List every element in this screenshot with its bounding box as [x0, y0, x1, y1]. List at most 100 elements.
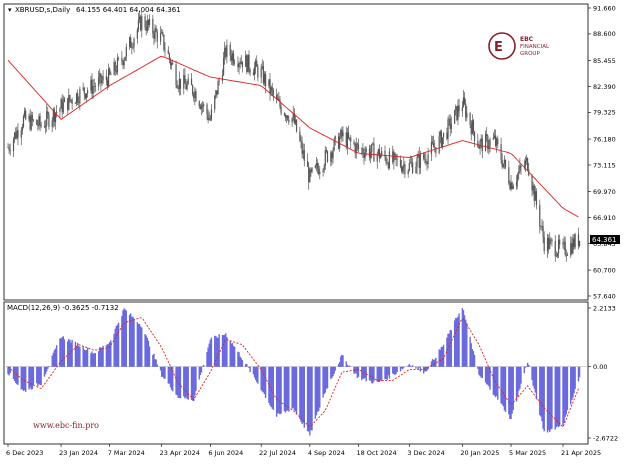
macd-histogram-bar	[574, 366, 576, 389]
macd-histogram-bar	[357, 366, 360, 377]
price-candle-body	[25, 110, 27, 120]
macd-histogram-bar	[202, 364, 205, 367]
macd-histogram-bar	[124, 309, 126, 367]
price-candle-body	[277, 97, 279, 101]
price-candle-body	[17, 130, 19, 138]
macd-histogram-bar	[177, 366, 179, 398]
price-candle-body	[551, 239, 553, 242]
macd-histogram-bar	[121, 316, 123, 367]
price-candle-body	[284, 115, 287, 118]
price-candle-body	[40, 125, 42, 127]
macd-histogram-bar	[94, 353, 97, 367]
price-candle-body	[270, 87, 272, 94]
macd-histogram-bar	[520, 366, 522, 384]
macd-histogram-bar	[156, 364, 158, 367]
macd-histogram-bar	[106, 344, 109, 367]
price-candle-body	[434, 147, 436, 148]
macd-histogram-bar	[477, 366, 479, 369]
last-price-label: 64.361	[592, 236, 617, 244]
price-candle-body	[400, 166, 403, 172]
macd-histogram-bar	[324, 366, 326, 393]
macd-histogram-bar	[566, 366, 569, 411]
price-candle-body	[433, 143, 435, 148]
price-candle-body	[252, 72, 255, 76]
price-candle-body	[178, 78, 180, 89]
price-candle-body	[194, 91, 196, 99]
price-candle-body	[438, 136, 440, 153]
macd-histogram-bar	[16, 366, 18, 385]
price-candle-body	[566, 254, 569, 256]
price-candle-body	[502, 163, 504, 168]
macd-histogram-bar	[558, 366, 561, 426]
macd-histogram-bar	[487, 366, 489, 385]
macd-histogram-bar	[101, 347, 103, 367]
price-candle-body	[269, 79, 271, 94]
price-candle-body	[377, 149, 379, 154]
price-candle-body	[316, 163, 319, 169]
price-candle-body	[323, 166, 325, 170]
price-candle-body	[48, 114, 50, 127]
macd-histogram-bar	[284, 366, 287, 413]
price-candle-body	[15, 132, 17, 139]
macd-histogram-bar	[283, 366, 286, 412]
macd-histogram-bar	[504, 366, 507, 412]
price-candle-body	[465, 103, 467, 118]
macd-histogram-bar	[47, 366, 49, 369]
macd-histogram-bar	[169, 366, 172, 388]
macd-histogram-bar	[218, 334, 220, 367]
macd-histogram-bar	[528, 364, 530, 367]
macd-histogram-bar	[39, 366, 41, 385]
price-candle-body	[517, 174, 519, 182]
price-candle-body	[121, 57, 123, 61]
price-candle-body	[342, 132, 344, 137]
price-candle-body	[245, 55, 247, 67]
price-candle-body	[477, 140, 479, 147]
macd-histogram-bar	[535, 366, 538, 400]
price-axis-label: 85.455	[593, 57, 616, 65]
macd-histogram-bar	[264, 366, 267, 399]
macd-histogram-bar	[122, 310, 124, 367]
macd-histogram-bar	[362, 366, 364, 379]
price-candle-body	[190, 78, 193, 86]
price-candle-body	[510, 182, 512, 190]
macd-histogram-bar	[469, 336, 471, 367]
macd-histogram-bar	[252, 366, 255, 375]
macd-histogram-bar	[200, 366, 203, 373]
price-candle-body	[74, 103, 77, 104]
price-candle-body	[140, 16, 142, 31]
ebc-logo: E EBC FINANCIAL GROUP	[488, 32, 550, 60]
price-candle-body	[424, 158, 426, 160]
price-candle-body	[430, 141, 433, 155]
price-candle-body	[79, 88, 81, 104]
macd-histogram-bar	[269, 366, 271, 406]
price-candle-body	[373, 143, 375, 162]
price-candle-body	[458, 105, 460, 112]
price-candle-body	[276, 94, 278, 98]
date-axis-label: 5 Mar 2025	[509, 449, 546, 457]
macd-histogram-bar	[447, 333, 449, 367]
price-candle-body	[241, 61, 243, 67]
macd-histogram-bar	[44, 366, 47, 375]
price-candle-body	[98, 77, 100, 87]
macd-histogram-bar	[299, 366, 301, 419]
price-candle-body	[364, 152, 366, 158]
price-candle-body	[571, 243, 573, 254]
macd-histogram-bar	[432, 359, 435, 367]
macd-histogram-bar	[52, 352, 55, 367]
price-candle-body	[198, 101, 200, 107]
macd-histogram-bar	[549, 366, 551, 433]
ebc-logo-emblem	[488, 32, 516, 60]
date-axis-label: 21 Apr 2025	[561, 449, 601, 457]
macd-histogram-bar	[133, 318, 135, 367]
price-candle-body	[427, 154, 429, 164]
price-candle-body	[504, 159, 507, 168]
price-candle-body	[486, 134, 488, 137]
price-candle-body	[519, 165, 521, 172]
price-candle-body	[503, 159, 505, 164]
price-axis-label: 76.180	[593, 135, 616, 143]
price-candle-body	[99, 73, 101, 78]
macd-histogram-bar	[311, 366, 313, 431]
price-candle-body	[501, 159, 503, 168]
ebc-logo-line2: FINANCIAL	[520, 44, 550, 50]
price-candle-body	[237, 63, 239, 68]
